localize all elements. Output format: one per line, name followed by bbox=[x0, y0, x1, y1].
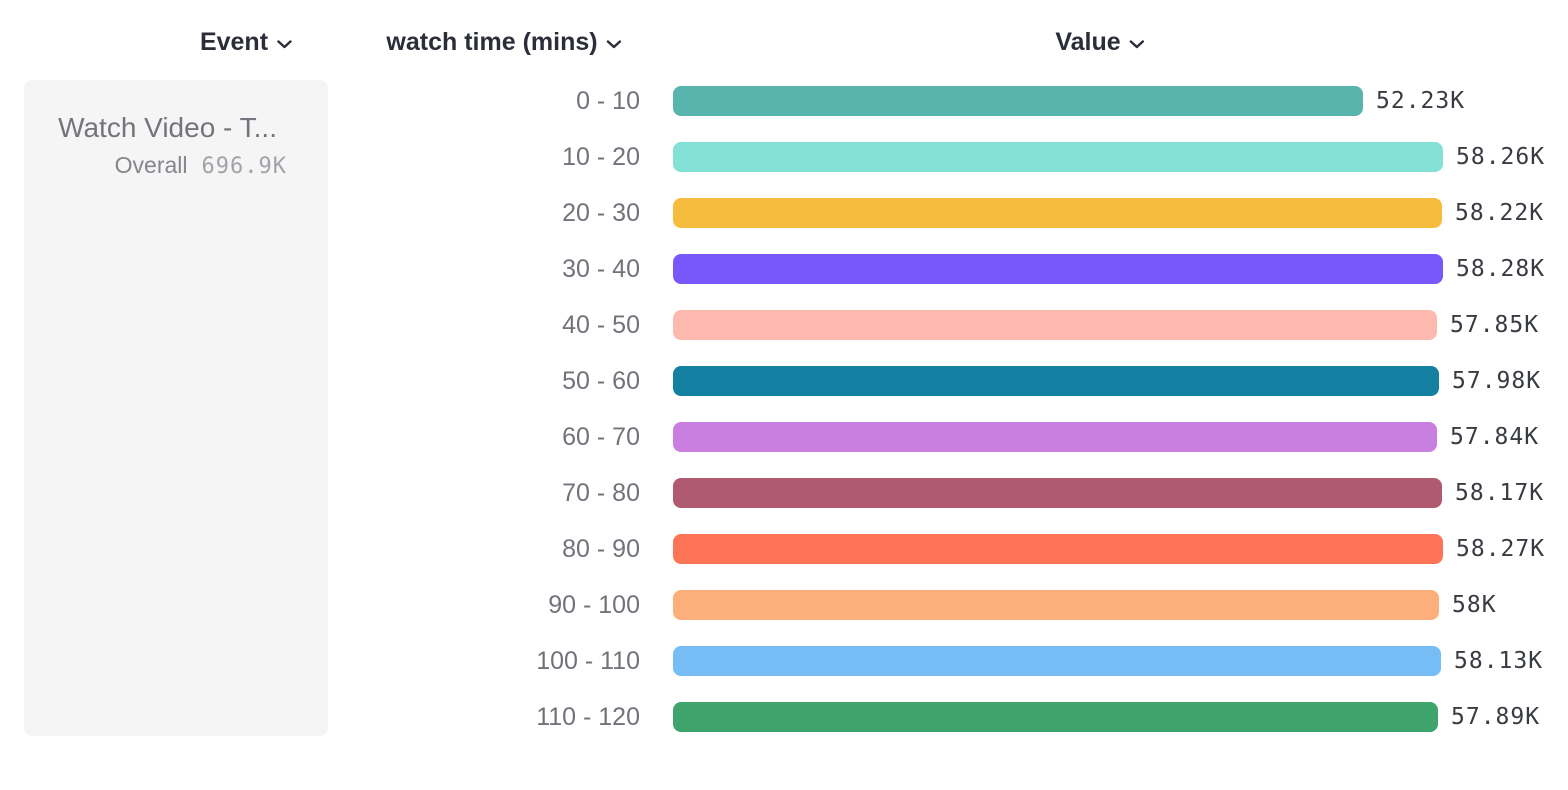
bar[interactable] bbox=[673, 310, 1437, 340]
bar[interactable] bbox=[673, 646, 1441, 676]
bucket-label: 60 - 70 bbox=[562, 422, 640, 451]
bucket-label: 110 - 120 bbox=[536, 702, 640, 731]
chevron-down-icon bbox=[1129, 37, 1145, 49]
event-column-label: Event bbox=[199, 28, 269, 56]
value-column-label: Value bbox=[1055, 28, 1121, 56]
bar-value-label: 58.13K bbox=[1454, 648, 1544, 674]
bucket-label: 10 - 20 bbox=[562, 142, 640, 171]
chart-row: 50 - 60 57.98K bbox=[0, 353, 1568, 409]
chevron-down-icon bbox=[606, 37, 622, 49]
bar-value-label: 58.28K bbox=[1456, 256, 1546, 282]
breakdown-column-header[interactable]: watch time (mins) bbox=[386, 28, 622, 57]
bucket-label: 0 - 10 bbox=[576, 86, 640, 115]
bar-value-label: 52.23K bbox=[1376, 88, 1466, 114]
bar[interactable] bbox=[673, 534, 1443, 564]
chart-row: 80 - 90 58.27K bbox=[0, 521, 1568, 577]
chart-row: 0 - 10 52.23K bbox=[0, 73, 1568, 129]
chart-row: 110 - 120 57.89K bbox=[0, 689, 1568, 745]
bar[interactable] bbox=[673, 142, 1443, 172]
bar-value-label: 57.98K bbox=[1452, 368, 1542, 394]
bar-value-label: 58.22K bbox=[1455, 200, 1545, 226]
event-name[interactable]: Watch Video - T... bbox=[58, 112, 277, 143]
overall-row: Overall 696.9K bbox=[24, 151, 287, 181]
bucket-label: 30 - 40 bbox=[562, 254, 640, 283]
bucket-label: 80 - 90 bbox=[562, 534, 640, 563]
overall-label: Overall bbox=[114, 152, 188, 178]
bar[interactable] bbox=[673, 590, 1439, 620]
bar[interactable] bbox=[673, 366, 1439, 396]
breakdown-column-label: watch time (mins) bbox=[386, 28, 598, 56]
bucket-label: 100 - 110 bbox=[536, 646, 640, 675]
bar[interactable] bbox=[673, 478, 1442, 508]
bar-value-label: 58.27K bbox=[1456, 536, 1546, 562]
chart-row: 90 - 100 58K bbox=[0, 577, 1568, 633]
value-column-header[interactable]: Value bbox=[1055, 28, 1145, 57]
event-column-header[interactable]: Event bbox=[200, 28, 292, 57]
bucket-label: 70 - 80 bbox=[562, 478, 640, 507]
bucket-label: 20 - 30 bbox=[562, 198, 640, 227]
bucket-label: 50 - 60 bbox=[562, 366, 640, 395]
chart-row: 100 - 110 58.13K bbox=[0, 633, 1568, 689]
bucket-label: 90 - 100 bbox=[548, 590, 640, 619]
bar-value-label: 57.89K bbox=[1451, 704, 1541, 730]
bar-value-label: 58.26K bbox=[1456, 144, 1546, 170]
bucket-label: 40 - 50 bbox=[562, 310, 640, 339]
bar[interactable] bbox=[673, 422, 1437, 452]
overall-value: 696.9K bbox=[201, 154, 287, 179]
bar[interactable] bbox=[673, 86, 1363, 116]
chart-row: 70 - 80 58.17K bbox=[0, 465, 1568, 521]
chart-row: 40 - 50 57.85K bbox=[0, 297, 1568, 353]
chart-row: 20 - 30 58.22K bbox=[0, 185, 1568, 241]
bar[interactable] bbox=[673, 254, 1443, 284]
chart-rows: 0 - 10 52.23K 10 - 20 58.26K 20 - 30 58.22K 30… bbox=[0, 73, 1568, 745]
event-legend-panel: Watch Video - T... Overall 696.9K bbox=[24, 80, 328, 736]
chart-row: 30 - 40 58.28K bbox=[0, 241, 1568, 297]
bar[interactable] bbox=[673, 702, 1438, 732]
bar-value-label: 57.84K bbox=[1450, 424, 1540, 450]
bar[interactable] bbox=[673, 198, 1442, 228]
chart-row: 10 - 20 58.26K bbox=[0, 129, 1568, 185]
bar-value-label: 58K bbox=[1452, 592, 1497, 618]
chart-row: 60 - 70 57.84K bbox=[0, 409, 1568, 465]
chevron-down-icon bbox=[277, 37, 292, 49]
bar-value-label: 57.85K bbox=[1450, 312, 1540, 338]
bar-value-label: 58.17K bbox=[1455, 480, 1545, 506]
